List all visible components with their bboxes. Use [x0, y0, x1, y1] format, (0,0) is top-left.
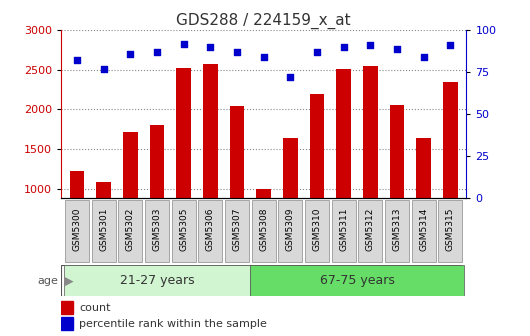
FancyBboxPatch shape [252, 200, 276, 262]
Point [393, 46, 401, 51]
Text: GSM5314: GSM5314 [419, 208, 428, 251]
FancyBboxPatch shape [65, 200, 89, 262]
Bar [96, 181, 111, 268]
Bar [61, 301, 73, 314]
Bar [250, 265, 464, 296]
Text: GSM5301: GSM5301 [99, 208, 108, 251]
Text: GSM5302: GSM5302 [126, 208, 135, 251]
Text: GSM5312: GSM5312 [366, 208, 375, 251]
Text: ▶: ▶ [64, 274, 73, 287]
FancyBboxPatch shape [412, 200, 436, 262]
Text: GSM5310: GSM5310 [313, 208, 322, 251]
Text: 67-75 years: 67-75 years [320, 274, 394, 287]
Text: GSM5303: GSM5303 [153, 208, 162, 251]
Bar [363, 66, 378, 268]
Text: age: age [38, 276, 58, 286]
Point [153, 49, 161, 55]
Point [419, 54, 428, 60]
Text: GSM5313: GSM5313 [393, 208, 402, 251]
FancyBboxPatch shape [198, 200, 222, 262]
FancyBboxPatch shape [92, 200, 116, 262]
Bar [61, 317, 73, 330]
FancyBboxPatch shape [332, 200, 356, 262]
Bar [310, 94, 324, 268]
Point [286, 75, 295, 80]
FancyBboxPatch shape [358, 200, 382, 262]
FancyBboxPatch shape [225, 200, 249, 262]
Point [126, 51, 135, 56]
FancyBboxPatch shape [438, 200, 462, 262]
Bar [337, 69, 351, 268]
Point [313, 49, 321, 55]
Text: GSM5309: GSM5309 [286, 208, 295, 251]
Point [366, 43, 375, 48]
Point [233, 49, 241, 55]
Text: GSM5307: GSM5307 [233, 208, 242, 251]
Bar [390, 105, 404, 268]
Bar [283, 138, 298, 268]
Bar [229, 106, 244, 268]
Bar [149, 125, 164, 268]
Bar [69, 170, 84, 268]
Point [446, 43, 455, 48]
Text: count: count [79, 303, 111, 313]
Text: GSM5300: GSM5300 [73, 208, 82, 251]
Point [180, 41, 188, 46]
Bar [443, 82, 458, 268]
Bar [203, 64, 218, 268]
Bar [176, 68, 191, 268]
Text: 21-27 years: 21-27 years [120, 274, 195, 287]
Point [73, 58, 81, 63]
FancyBboxPatch shape [172, 200, 196, 262]
Point [339, 44, 348, 50]
Text: GSM5311: GSM5311 [339, 208, 348, 251]
FancyBboxPatch shape [278, 200, 302, 262]
Text: percentile rank within the sample: percentile rank within the sample [79, 319, 267, 329]
Title: GDS288 / 224159_x_at: GDS288 / 224159_x_at [176, 13, 351, 29]
FancyBboxPatch shape [145, 200, 169, 262]
Bar [123, 132, 138, 268]
Point [206, 44, 215, 50]
Bar [64, 265, 250, 296]
Bar [417, 138, 431, 268]
Text: GSM5315: GSM5315 [446, 208, 455, 251]
Text: GSM5306: GSM5306 [206, 208, 215, 251]
FancyBboxPatch shape [305, 200, 329, 262]
Text: GSM5308: GSM5308 [259, 208, 268, 251]
Point [259, 54, 268, 60]
FancyBboxPatch shape [118, 200, 143, 262]
Bar [257, 189, 271, 268]
FancyBboxPatch shape [385, 200, 409, 262]
Point [100, 66, 108, 72]
Text: GSM5305: GSM5305 [179, 208, 188, 251]
